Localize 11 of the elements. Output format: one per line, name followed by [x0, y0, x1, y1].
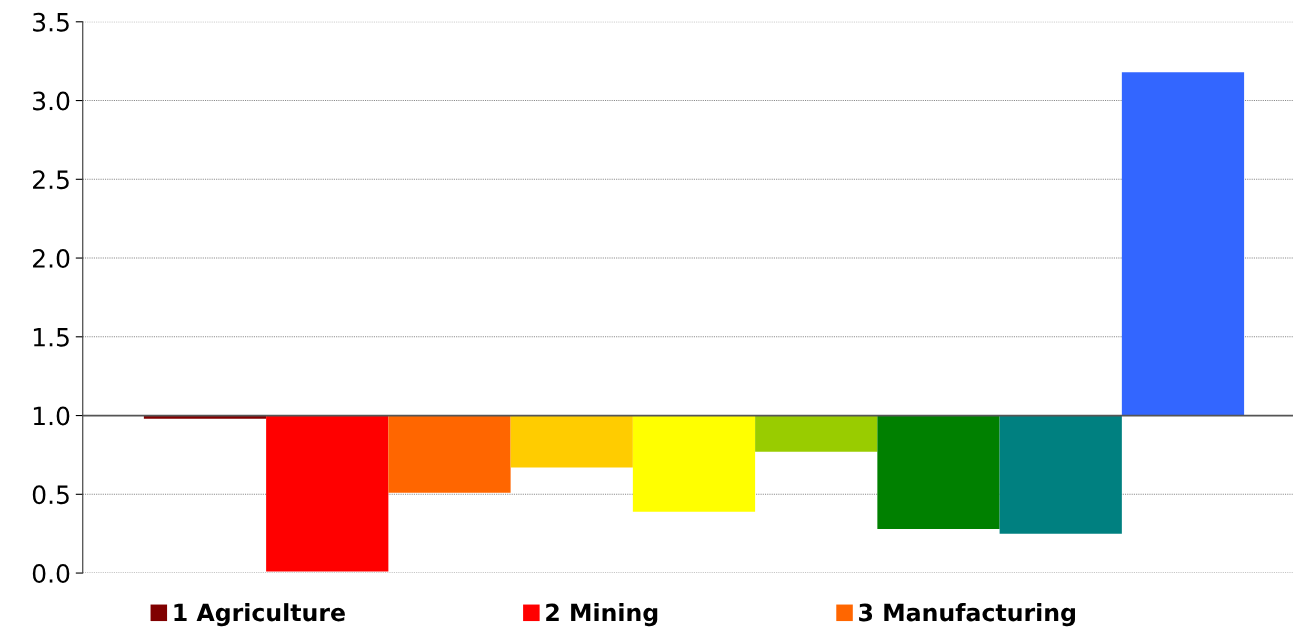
y-tick-label: 0.5: [32, 485, 69, 505]
legend-label: 1 Agriculture: [174, 603, 345, 627]
y-tick-label: 2.5: [33, 170, 69, 190]
y-tick-label: 0.0: [32, 564, 70, 583]
legend-label: 3 Manufacturing: [859, 603, 1075, 627]
y-tick-label: 2.0: [33, 248, 70, 268]
y-tick-label: 3.0: [33, 91, 70, 111]
y-tick-label: 3.5: [33, 12, 69, 32]
y-tick-label: 1.0: [33, 406, 70, 426]
legend-label: 2 Mining: [546, 603, 658, 627]
y-tick-label: 1.5: [33, 328, 69, 347]
